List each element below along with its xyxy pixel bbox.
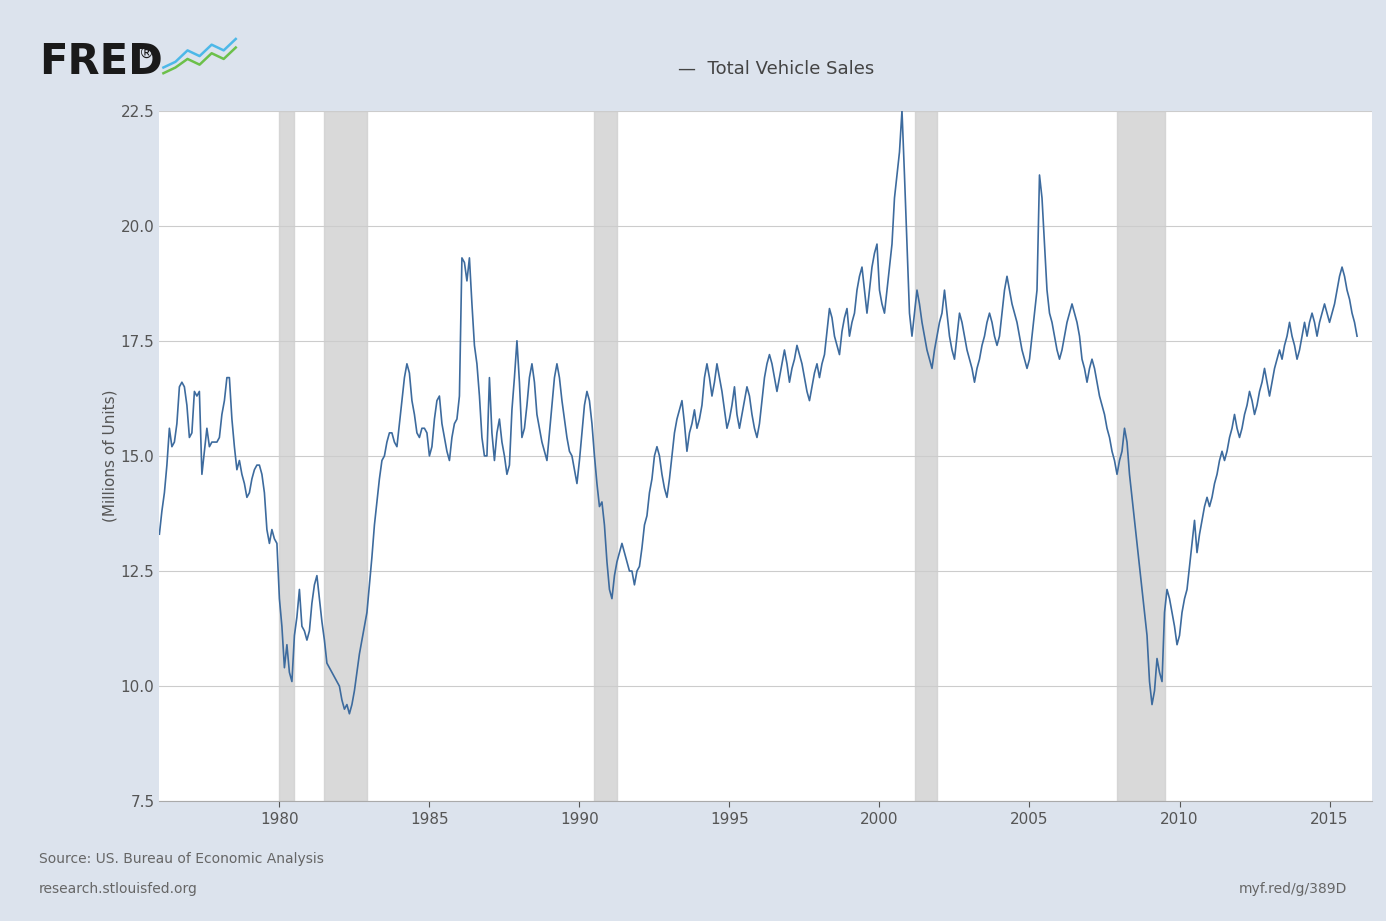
Bar — [280, 111, 294, 801]
Y-axis label: (Millions of Units): (Millions of Units) — [103, 390, 118, 522]
Text: myf.red/g/389D: myf.red/g/389D — [1239, 882, 1347, 896]
Text: Source: US. Bureau of Economic Analysis: Source: US. Bureau of Economic Analysis — [39, 852, 324, 866]
Text: ®: ® — [139, 46, 154, 61]
Bar — [1117, 111, 1164, 801]
Bar — [915, 111, 937, 801]
Bar — [324, 111, 367, 801]
Text: —  Total Vehicle Sales: — Total Vehicle Sales — [678, 60, 875, 78]
Text: FRED: FRED — [39, 41, 162, 84]
Text: research.stlouisfed.org: research.stlouisfed.org — [39, 882, 198, 896]
Bar — [595, 111, 617, 801]
